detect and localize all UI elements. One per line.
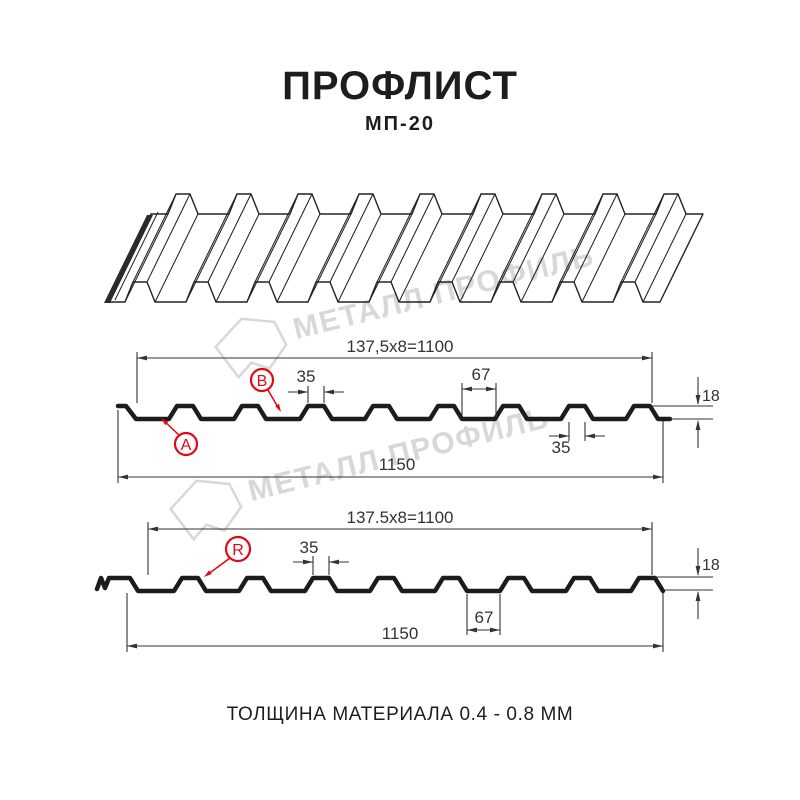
- sheet-3d-rib-edge: [193, 193, 238, 283]
- profile-cross-section-face: [115, 403, 673, 422]
- sheet-3d-rib-edge: [634, 193, 679, 283]
- sheet-3d-rib-edge: [368, 213, 413, 303]
- sheet-3d-rib-edge: [376, 193, 421, 283]
- arrowhead: [642, 355, 652, 361]
- arrowhead: [148, 526, 158, 532]
- material-thickness-note: ТОЛЩИНА МАТЕРИАЛА 0.4 - 0.8 ММ: [226, 704, 574, 725]
- sheet-3d-rib-edge: [246, 213, 291, 303]
- sheet-3d-rib-edge: [124, 213, 169, 303]
- sheet-3d-rib-edge: [185, 213, 230, 303]
- dim-overall-width-face: 1150: [379, 455, 416, 474]
- arrowhead: [462, 386, 472, 392]
- profile-cross-section-reverse: [94, 575, 666, 594]
- arrowhead: [559, 433, 569, 439]
- sheet-3d-rib-edge: [437, 193, 482, 283]
- sheet-3d-rib-edge: [451, 193, 496, 283]
- sheet-3d-rib-edge: [612, 213, 657, 303]
- label-r-badge: [224, 535, 252, 563]
- arrowhead: [695, 420, 701, 430]
- sheet-3d-cut-edge-line: [114, 211, 159, 301]
- watermark-logo-icon: [168, 479, 243, 542]
- dim-overall-width-reverse: 1150: [382, 624, 419, 643]
- arrowhead: [695, 395, 701, 405]
- sheet-3d-rib-edge: [276, 213, 321, 303]
- sheet-3d-rib-edge: [154, 213, 199, 303]
- label-a: A: [181, 437, 192, 454]
- label-a-badge: [173, 431, 199, 457]
- sheet-3d-rib-edge: [215, 213, 260, 303]
- sheet-3d-rib-edge: [642, 213, 687, 303]
- arrowhead: [298, 389, 308, 395]
- sheet-3d-rib-edge: [307, 213, 352, 303]
- arrowhead: [118, 474, 128, 480]
- sheet-3d-rib-edge: [498, 193, 543, 283]
- sheet-3d-rib-edge: [520, 213, 565, 303]
- page-title: ПРОФЛИСТ: [282, 64, 518, 108]
- sheet-3d-rib-edge: [315, 193, 360, 283]
- sheet-3d-rib-edge: [268, 193, 313, 283]
- sheet-3d-rib-edge: [559, 193, 604, 283]
- arrowhead: [695, 591, 701, 601]
- sheet-3d-rib-edge: [337, 213, 382, 303]
- sheet-3d-rib-edge: [254, 193, 299, 283]
- watermark-logo-icon: [213, 317, 288, 380]
- sheet-3d-cut-edge: [104, 215, 153, 303]
- watermark: МЕТАЛЛ ПРОФИЛЬ: [213, 239, 598, 380]
- watermark-text: МЕТАЛЛ ПРОФИЛЬ: [290, 239, 598, 346]
- arrowhead: [585, 433, 595, 439]
- sheet-3d-rib-edge: [581, 213, 626, 303]
- sheet-3d-rib-edge: [512, 193, 557, 283]
- sheet-3d-rib-edge: [329, 193, 374, 283]
- sheet-3d-rib-edge: [207, 193, 252, 283]
- arrowhead: [204, 570, 212, 577]
- arrowhead: [467, 627, 477, 633]
- arrowhead: [653, 643, 663, 649]
- dim-valley-reverse: 67: [475, 608, 494, 627]
- sheet-3d-rib-edge: [398, 213, 443, 303]
- sheet-3d-rib-edge: [459, 213, 504, 303]
- arrowhead: [642, 526, 652, 532]
- sheet-3d-rib-edge: [620, 193, 665, 283]
- sheet-3d-outline: [107, 193, 704, 303]
- dim-height-reverse: 18: [702, 557, 720, 574]
- sheet-3d-rib-edge: [132, 193, 177, 283]
- sheet-3d-rib-edge: [490, 213, 535, 303]
- dim-width-formula-reverse: 137.5x8=1100: [347, 508, 454, 527]
- dim-valley-face: 67: [472, 365, 491, 384]
- sheet-3d-rib-edge: [390, 193, 435, 283]
- product-model: МП-20: [365, 113, 435, 135]
- arrowhead: [695, 566, 701, 576]
- dim-height-face: 18: [702, 388, 720, 405]
- label-r: R: [232, 542, 244, 559]
- arrowhead: [161, 418, 169, 426]
- dim-rib-top-face: 35: [297, 367, 316, 386]
- label-b: B: [257, 373, 268, 390]
- arrowhead: [324, 389, 334, 395]
- dim-rib-top-reverse: 35: [300, 538, 319, 557]
- arrowhead: [653, 474, 663, 480]
- arrowhead: [490, 627, 500, 633]
- sheet-3d-rib-edge: [146, 193, 191, 283]
- sheet-3d-rib-edge: [429, 213, 474, 303]
- sheet-3d-rib-edge: [573, 193, 618, 283]
- arrowhead: [486, 386, 496, 392]
- dim-rib-bottom-face: 35: [552, 438, 571, 457]
- label-r-leader: [206, 557, 231, 576]
- arrowhead: [303, 559, 313, 565]
- arrowhead: [275, 403, 281, 412]
- arrowhead: [329, 559, 339, 565]
- label-b-badge: [249, 367, 275, 393]
- arrowhead: [137, 355, 147, 361]
- arrowhead: [127, 643, 137, 649]
- dim-width-formula-face: 137,5x8=1100: [347, 337, 454, 356]
- sheet-3d-rib-edge: [551, 213, 596, 303]
